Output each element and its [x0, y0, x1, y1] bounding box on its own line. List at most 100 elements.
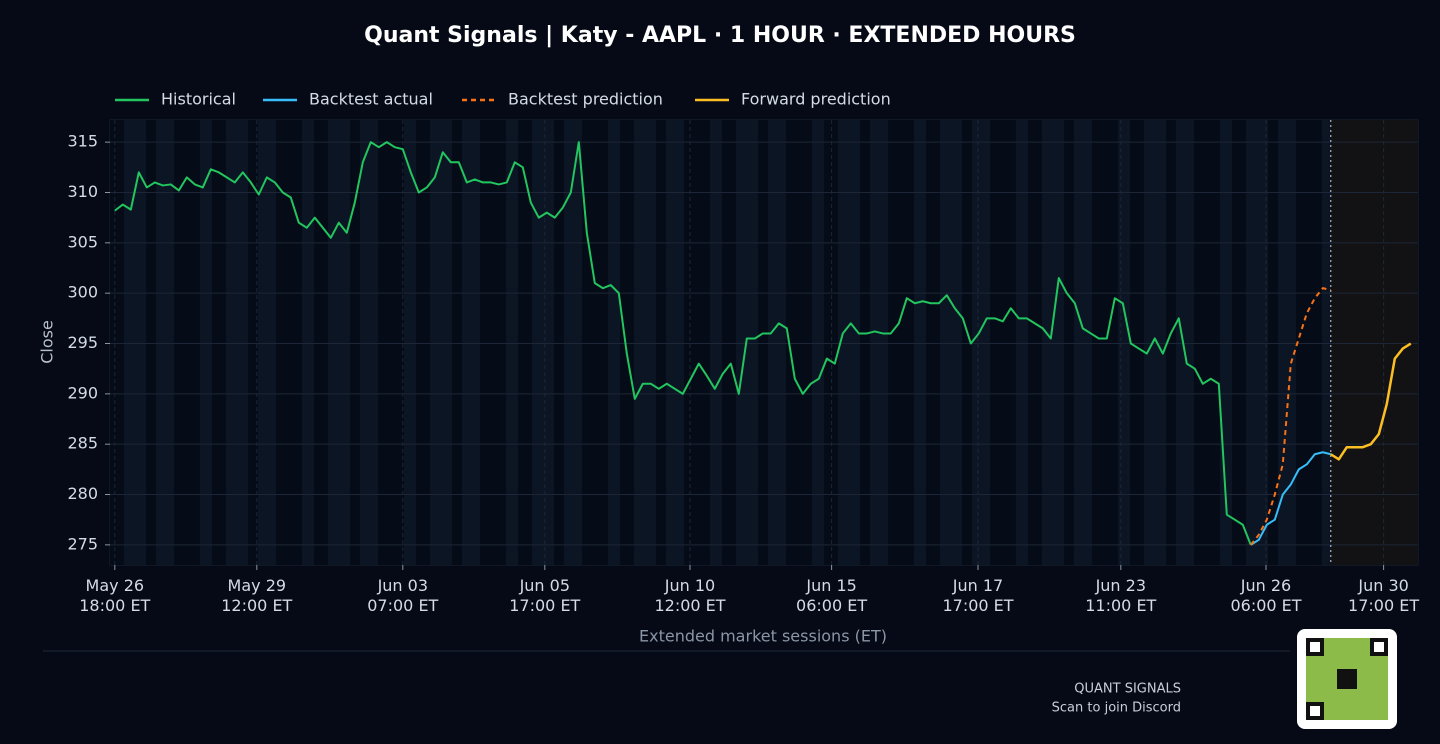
- x-tick-label: Jun 30 17:00 ET: [1348, 576, 1419, 615]
- session-band: [1268, 120, 1278, 565]
- session-band: [710, 120, 722, 565]
- session-band: [656, 120, 666, 565]
- session-bands: [109, 119, 1419, 566]
- session-band: [1246, 120, 1268, 565]
- session-band: [1322, 120, 1331, 565]
- session-band: [302, 120, 314, 565]
- y-tick-label: 310: [67, 182, 98, 201]
- x-tick-label: Jun 10 12:00 ET: [654, 576, 725, 615]
- session-band: [276, 120, 302, 565]
- y-tick-label: 290: [67, 383, 98, 402]
- legend-label: Backtest prediction: [508, 90, 663, 109]
- y-axis-label: Close: [38, 320, 57, 364]
- session-band: [1194, 120, 1220, 565]
- session-band: [768, 120, 786, 565]
- session-band: [506, 120, 518, 565]
- session-band: [1296, 120, 1322, 565]
- x-tick-label: Jun 15 06:00 ET: [796, 576, 867, 615]
- y-tick-label: 285: [67, 434, 98, 453]
- session-band: [860, 120, 870, 565]
- session-band: [1278, 120, 1296, 565]
- session-band: [156, 120, 174, 565]
- session-band: [684, 120, 710, 565]
- y-tick-label: 295: [67, 333, 98, 352]
- y-tick-label: 300: [67, 283, 98, 302]
- session-band: [212, 120, 226, 565]
- session-band: [258, 120, 276, 565]
- session-band: [416, 120, 430, 565]
- session-band: [1028, 120, 1042, 565]
- session-band: [226, 120, 248, 565]
- session-band: [146, 120, 156, 565]
- session-band: [518, 120, 532, 565]
- session-band: [1092, 120, 1118, 565]
- session-band: [564, 120, 582, 565]
- session-band: [914, 120, 926, 565]
- session-band: [1064, 120, 1074, 565]
- y-tick-label: 280: [67, 484, 98, 503]
- session-band: [1042, 120, 1064, 565]
- session-band: [200, 120, 212, 565]
- x-tick-label: May 29 12:00 ET: [221, 576, 292, 615]
- session-band: [1074, 120, 1092, 565]
- session-band: [620, 120, 634, 565]
- session-band: [634, 120, 656, 565]
- session-band: [812, 120, 824, 565]
- session-band: [124, 120, 146, 565]
- x-tick-label: Jun 17 17:00 ET: [942, 576, 1013, 615]
- session-band: [480, 120, 506, 565]
- x-axis-label: Extended market sessions (ET): [639, 627, 887, 646]
- session-band: [990, 120, 1016, 565]
- session-band: [1176, 120, 1194, 565]
- session-band: [404, 120, 416, 565]
- session-band: [666, 120, 684, 565]
- footer-cta: Scan to join Discord: [1052, 701, 1181, 716]
- legend-label: Historical: [161, 90, 236, 109]
- session-band: [722, 120, 736, 565]
- session-band: [940, 120, 962, 565]
- session-band: [608, 120, 620, 565]
- session-band: [582, 120, 608, 565]
- series-line: [114, 141, 1252, 546]
- session-band: [1232, 120, 1246, 565]
- session-band: [360, 120, 378, 565]
- session-band: [888, 120, 914, 565]
- y-tick-label: 305: [67, 232, 98, 251]
- x-tick-label: May 26 18:00 ET: [79, 576, 150, 615]
- session-band: [430, 120, 452, 565]
- session-band: [838, 120, 860, 565]
- session-band: [462, 120, 480, 565]
- session-band: [926, 120, 940, 565]
- session-band: [962, 120, 972, 565]
- session-band: [870, 120, 888, 565]
- session-band: [1118, 120, 1130, 565]
- session-band: [786, 120, 812, 565]
- x-tick-label: Jun 23 11:00 ET: [1085, 576, 1156, 615]
- session-band: [554, 120, 564, 565]
- session-band: [1130, 120, 1144, 565]
- session-band: [1166, 120, 1176, 565]
- y-tick-label: 275: [67, 534, 98, 553]
- footer-brand: QUANT SIGNALS: [1074, 682, 1181, 697]
- session-band: [1144, 120, 1166, 565]
- series-line: [1250, 451, 1332, 546]
- x-tick-label: Jun 26 06:00 ET: [1230, 576, 1301, 615]
- session-band: [758, 120, 768, 565]
- session-band: [110, 120, 124, 565]
- session-band: [1016, 120, 1028, 565]
- session-band: [174, 120, 200, 565]
- session-band: [328, 120, 350, 565]
- y-tick-label: 315: [67, 132, 98, 151]
- session-band: [972, 120, 990, 565]
- forecast-region: [1330, 120, 1418, 565]
- chart-title: Quant Signals | Katy - AAPL · 1 HOUR · E…: [364, 23, 1076, 48]
- session-band: [350, 120, 360, 565]
- session-band: [452, 120, 462, 565]
- x-tick-label: Jun 05 17:00 ET: [509, 576, 580, 615]
- session-band: [532, 120, 554, 565]
- session-band: [248, 120, 258, 565]
- session-band: [314, 120, 328, 565]
- legend-label: Backtest actual: [309, 90, 433, 109]
- x-tick-label: Jun 03 07:00 ET: [367, 576, 438, 615]
